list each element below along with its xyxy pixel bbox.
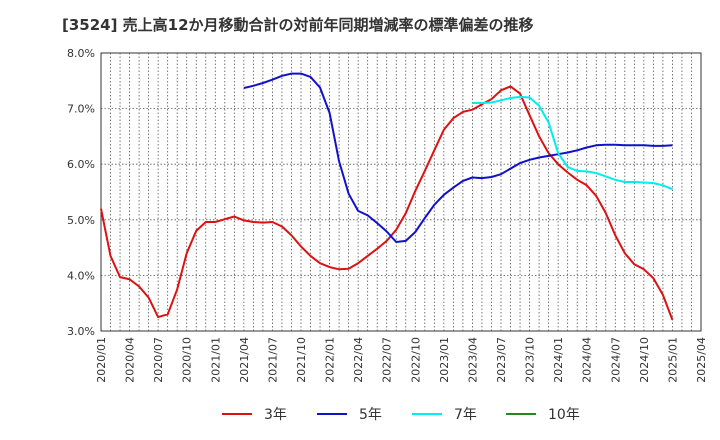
- legend-item-1: 3年: [222, 407, 287, 423]
- legend-item-2: 5年: [317, 407, 382, 423]
- x-tick-label: 2023/01: [438, 337, 451, 383]
- chart-title: [3524] 売上高12か月移動合計の対前年同期増減率の標準偏差の推移: [62, 16, 534, 34]
- x-tick-label: 2020/10: [181, 337, 194, 383]
- x-tick-label: 2024/04: [581, 337, 594, 383]
- x-tick-label: 2022/04: [352, 337, 365, 383]
- x-tick-label: 2020/01: [95, 337, 108, 383]
- x-tick-label: 2020/07: [152, 337, 165, 383]
- x-tick-label: 2024/10: [638, 337, 651, 383]
- plot-border: [100, 52, 702, 332]
- x-tick-label: 2022/01: [324, 337, 337, 383]
- x-tick-label: 2022/07: [381, 337, 394, 383]
- legend: 3年 5年 7年 10年: [222, 407, 580, 423]
- x-tick-label: 2021/10: [295, 337, 308, 383]
- x-tick-label: 2024/01: [552, 337, 565, 383]
- legend-label: 10年: [548, 407, 580, 423]
- series-line-3: [472, 95, 673, 191]
- x-axis: 2020/01 2020/04 2020/07 2020/10 2021/01 2021/…: [95, 337, 708, 383]
- x-tick-label: 2022/10: [409, 337, 422, 383]
- x-tick-label: 2024/07: [609, 337, 622, 383]
- legend-label: 5年: [359, 407, 382, 423]
- y-tick-label: 6.0%: [67, 158, 95, 171]
- legend-label: 3年: [264, 407, 287, 423]
- x-tick-label: 2023/10: [524, 337, 537, 383]
- x-tick-label: 2021/07: [266, 337, 279, 383]
- legend-item-4: 10年: [506, 407, 580, 423]
- grid-lines: [101, 53, 701, 331]
- x-tick-label: 2025/04: [695, 337, 708, 383]
- y-axis: 3.0% 4.0% 5.0% 6.0% 7.0% 8.0%: [67, 47, 95, 338]
- y-tick-label: 8.0%: [67, 47, 95, 60]
- legend-label: 7年: [454, 407, 477, 423]
- series-lines: [100, 72, 674, 321]
- y-tick-label: 7.0%: [67, 103, 95, 116]
- plot-background: [101, 53, 701, 331]
- x-tick-label: 2020/04: [124, 337, 137, 383]
- y-tick-label: 4.0%: [67, 269, 95, 282]
- x-tick-label: 2021/04: [238, 337, 251, 383]
- y-tick-label: 3.0%: [67, 325, 95, 338]
- x-tick-label: 2023/04: [466, 337, 479, 383]
- series-line-1: [100, 85, 674, 321]
- x-tick-label: 2021/01: [209, 337, 222, 383]
- y-tick-label: 5.0%: [67, 214, 95, 227]
- legend-item-3: 7年: [412, 407, 477, 423]
- series-line-2: [243, 72, 673, 243]
- x-tick-label: 2023/07: [495, 337, 508, 383]
- x-tick-label: 2025/01: [666, 337, 679, 383]
- plot-area: [100, 52, 702, 332]
